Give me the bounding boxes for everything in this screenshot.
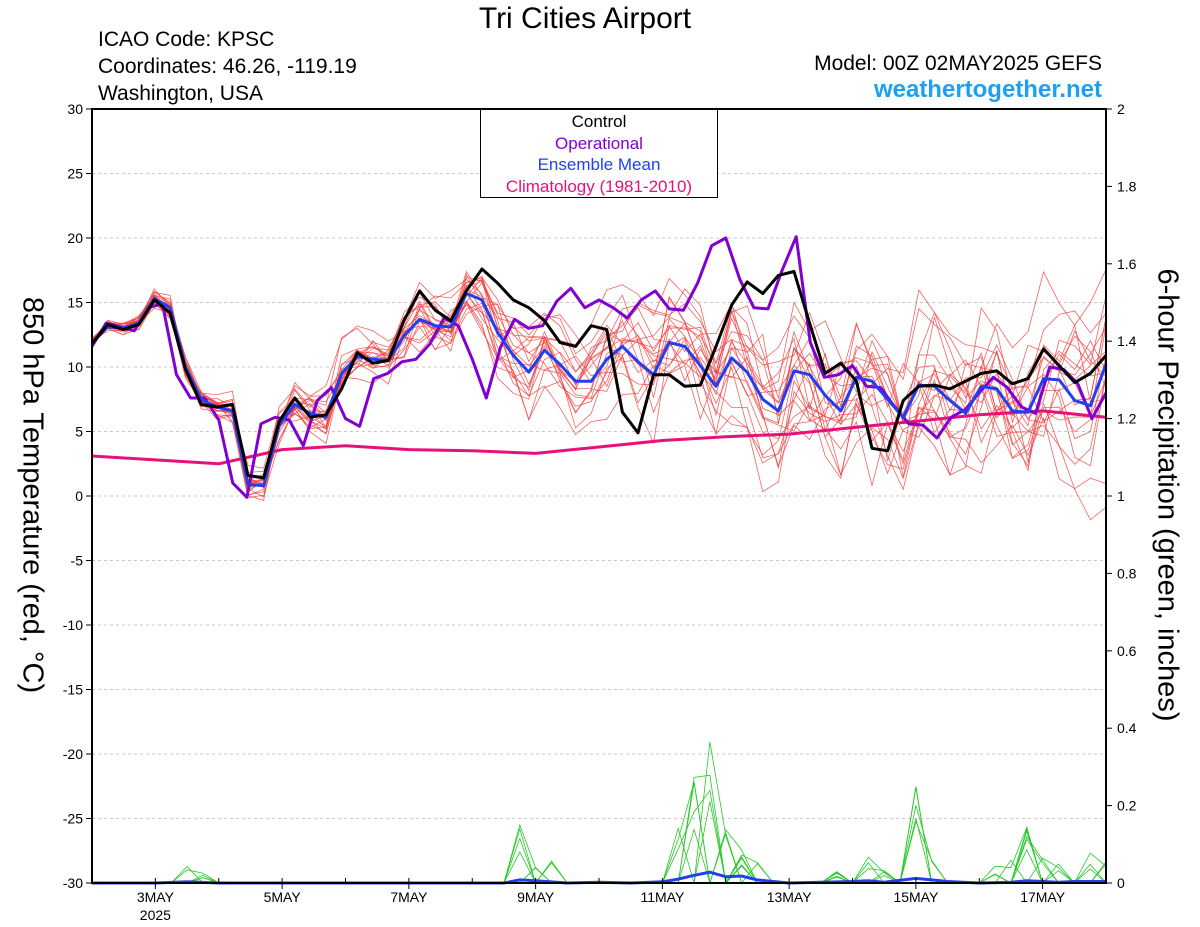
y-right-tick-label: 2 [1117,101,1125,117]
precip-member-line [92,782,1107,884]
x-tick-label: 7MAY [390,889,428,905]
y-left-tick-label: 20 [67,230,83,246]
control-line [90,267,1108,480]
y-left-tick-label: -15 [63,682,83,698]
ensemble-members [91,269,1107,521]
model-run: Model: 00Z 02MAY2025 GEFS [814,52,1102,75]
legend: Control Operational Ensemble Mean Climat… [480,109,718,198]
ensemble-member-line [91,300,1107,493]
site-name[interactable]: weathertogether.net [873,76,1102,103]
axes [86,108,1112,889]
y-left-tick-label: 10 [67,359,83,375]
y-left-tick-label: -5 [71,553,84,569]
y-left-tick-label: -30 [63,875,83,891]
y-right-tick-label: 1.6 [1117,256,1137,272]
y-right-tick-label: 1.8 [1117,178,1137,194]
y-right-tick-label: 0.4 [1117,720,1137,736]
legend-climatology: Climatology (1981-2010) [505,176,693,196]
x-tick-label: 17MAY [1020,889,1066,905]
series-lines [90,235,1108,885]
precip-member-line [92,789,1107,885]
ensemble-member-line [91,277,1107,498]
precip-member-line [92,820,1106,884]
legend-control: Control [571,112,627,131]
y-right-tick-label: 1 [1117,488,1125,504]
x-tick-label: 9MAY [517,889,555,905]
x-tick-label: 3MAY [137,889,175,905]
ensemble-member-line [91,288,1107,496]
precip-member-line [92,781,1107,884]
mean-line [90,292,1108,488]
ensemble-member-line [91,273,1107,481]
ensemble-member-line [91,270,1107,485]
precip-member-line [92,801,1107,885]
region: Washington, USA [98,82,263,105]
y-right-tick-label: 0.2 [1117,798,1137,814]
y-left-tick-label: -10 [63,617,83,633]
x-tick-sublabel: 2025 [140,907,171,923]
y-left-tick-label: 0 [75,488,83,504]
x-tick-label: 13MAY [767,889,813,905]
icao-code: ICAO Code: KPSC [98,28,275,51]
y-right-tick-label: 0.8 [1117,565,1137,581]
y-left-tick-label: -20 [63,746,83,762]
y-left-tick-label: -25 [63,811,83,827]
y-right-tick-label: 1.4 [1117,333,1137,349]
precip-member-line [92,774,1106,884]
precip-member-line [92,787,1106,884]
tick-labels: -30-25-20-15-10-505101520253000.20.40.60… [63,101,1137,923]
climatology-line [91,409,1107,466]
y-left-tick-label: 25 [67,166,83,182]
legend-operational: Operational [555,133,643,153]
ensemble-member-line [91,285,1107,521]
x-tick-label: 15MAY [893,889,939,905]
precip-member-line [92,786,1106,884]
y-right-tick-label: 0.6 [1117,643,1137,659]
chart-title: Tri Cities Airport [478,2,692,35]
legend-ensemble-mean: Ensemble Mean [537,155,661,174]
coordinates: Coordinates: 46.26, -119.19 [98,55,357,78]
y-left-tick-label: 15 [67,295,83,311]
y-right-tick-label: 1.2 [1117,411,1137,427]
x-tick-label: 11MAY [640,889,684,905]
y-left-tick-label: 30 [67,101,83,117]
ensemble-member-line [91,288,1107,478]
y-right-tick-label: 0 [1117,875,1125,891]
ensemble-member-line [91,269,1107,487]
x-tick-label: 5MAY [264,889,302,905]
y-right-label: 6-hour Precipitation (green, inches) [1151,268,1184,722]
precip-member-line [92,835,1106,884]
precip-member-line [92,741,1107,884]
ensemble-member-line [91,276,1107,486]
y-left-tick-label: 5 [75,424,83,440]
precip-members [92,741,1107,885]
operational-line [90,235,1108,499]
y-left-label: 850 hPa Temperature (red, °C) [16,296,49,694]
